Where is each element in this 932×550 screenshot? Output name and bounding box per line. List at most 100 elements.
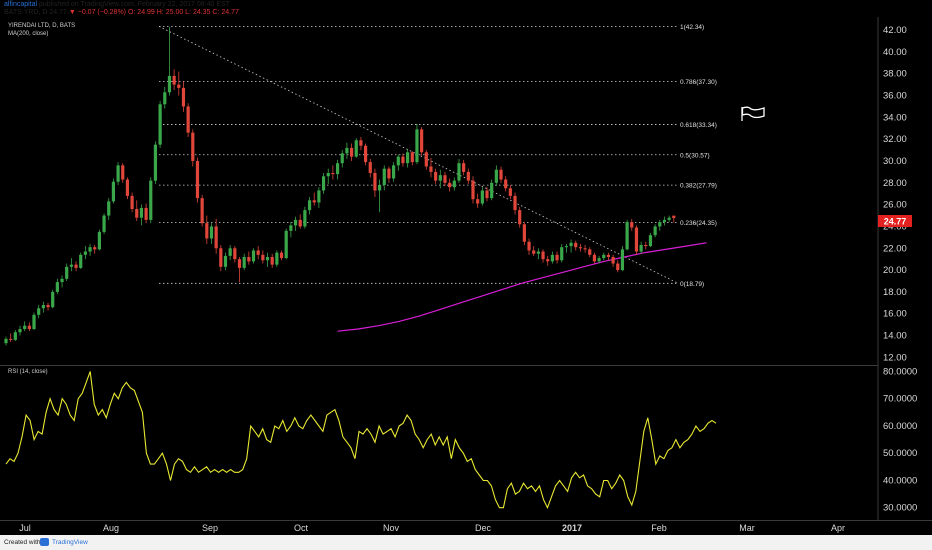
tradingview-brand[interactable]: TradingView [52,539,88,546]
ma200-path [337,242,707,332]
candle-body [648,235,653,247]
flag-icon[interactable] [741,106,765,121]
candle-body [592,254,597,262]
candle-body [368,162,372,173]
candle-body [373,173,377,191]
candle-body [527,241,531,251]
candle-body [658,222,662,227]
candle-body [270,257,274,265]
candle-body [606,254,611,257]
candle-body [139,207,144,218]
candle-body [256,250,260,255]
candle-body [378,185,382,191]
rsi-study-label[interactable]: RSI (14, close) [8,369,48,375]
candle-body [321,176,326,191]
candle-body [672,215,676,219]
fib-level-label: 0(18.79) [680,281,704,288]
price-tick-label: 22.00 [883,243,907,254]
candle-body [247,257,251,262]
candle-body [611,257,615,264]
candle-body [363,145,368,163]
candle-body [102,215,106,232]
candlesticks [4,26,676,346]
candle-body [18,329,22,333]
candle-body [163,92,167,105]
ohlc-values: O: 24.99 H: 25.00 L: 24.35 C: 24.77 [127,9,239,16]
time-tick-label: Feb [651,523,667,533]
last-value: 24.77 [49,9,67,16]
fib-trend-line [158,26,679,284]
candle-body [186,106,190,133]
candle-body [331,173,335,175]
candle-body [88,247,92,252]
rsi-path [5,371,717,510]
candle-body [121,165,125,180]
candle-body [504,179,508,189]
price-tag-value: 24.77 [884,217,907,227]
price-tick-label: 32.00 [883,134,907,145]
ma-study-label[interactable]: MA(200, close) [8,31,49,37]
candle-body [83,251,87,255]
price-tag: 24.77 [878,215,912,227]
time-tick-label: Aug [103,523,119,533]
candle-body [494,169,498,183]
rsi-tick-label: 80.0000 [883,366,917,377]
fib-level-label: 0.5(30.57) [680,152,710,159]
price-tick-label: 16.00 [883,309,907,320]
candle-body [251,250,256,262]
candle-body [597,258,601,262]
candle-body [97,231,101,250]
time-tick-label: 2017 [562,523,582,533]
rsi-line [5,371,717,510]
time-tick-label: Jul [19,523,31,533]
rsi-tick-label: 40.0000 [883,475,917,486]
created-with-text: Created with [4,539,41,546]
candle-body [434,171,438,181]
candle-body [349,147,354,157]
candle-body [396,156,400,166]
publish-text: published on TradingView.com, February 2… [37,1,230,8]
candle-body [307,200,312,211]
candle-body [242,257,246,268]
candle-body [116,165,120,182]
candle-body [335,163,340,175]
author-link[interactable]: alfincapital [4,1,38,8]
price-tick-label: 14.00 [883,331,907,342]
candle-body [574,242,578,248]
candle-body [228,248,232,256]
rsi-axis-labels: 80.0000 70.0000 60.0000 50.0000 40.0000 30.00… [883,366,917,513]
candle-body [401,156,405,164]
rsi-tick-label: 50.0000 [883,448,917,459]
candle-body [518,210,522,225]
candle-body [569,242,573,247]
ma200-line [337,242,707,332]
publish-line: alfincapital published on TradingView.co… [4,1,230,9]
candle-body [177,84,181,88]
candle-body [312,200,316,203]
candle-body [508,188,512,196]
candle-body [513,195,517,211]
candle-body [144,207,148,220]
candle-body [466,171,470,181]
candle-body [293,219,298,226]
candle-body [438,175,442,181]
chart-title: YIRENDAI LTD, D, BATS [8,23,76,29]
candle-body [522,224,526,242]
candle-body [424,152,428,167]
candle-body [536,251,540,254]
candle-body [448,182,452,188]
candle-body [32,314,36,329]
candle-body [616,263,620,271]
candle-body [387,168,391,179]
candle-body [541,251,545,260]
candle-body [550,254,554,262]
time-tick-label: Nov [383,523,400,533]
candle-body [284,230,288,259]
candle-body [653,226,657,236]
candle-body [476,199,480,204]
candle-body [23,325,27,329]
candle-body [340,153,344,164]
candle-body [65,266,69,279]
candle-body [214,226,218,249]
chart-background [0,0,932,535]
